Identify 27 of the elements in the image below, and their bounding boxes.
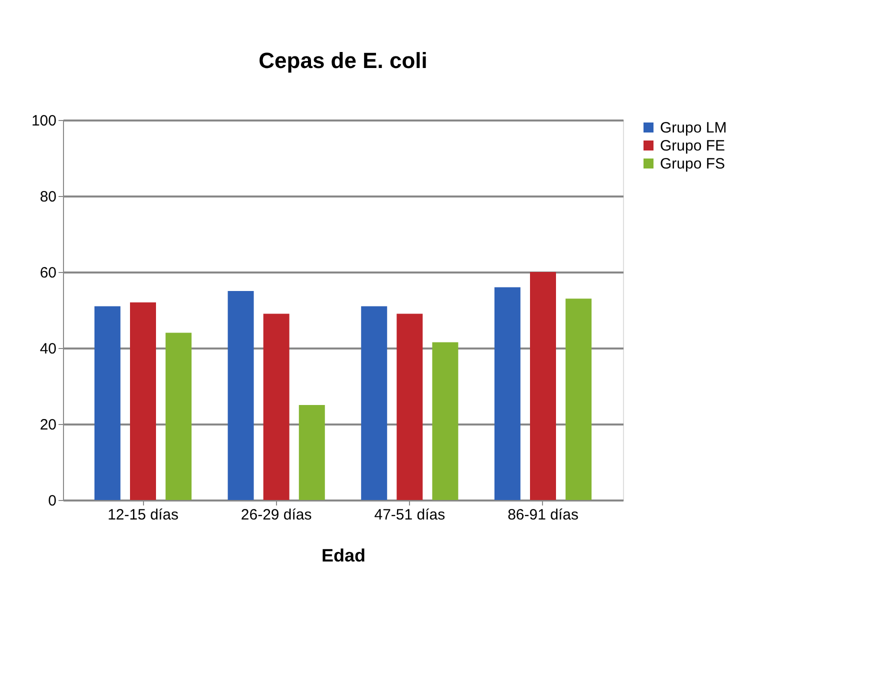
chart-title: Cepas de E. coli xyxy=(258,48,428,73)
bar xyxy=(94,306,120,500)
x-tick-label: 12-15 días xyxy=(108,506,178,524)
y-tick-label: 40 xyxy=(40,340,56,358)
x-tick-label: 86-91 días xyxy=(508,506,578,524)
bar xyxy=(361,306,388,500)
bar xyxy=(494,287,520,500)
bar xyxy=(432,342,458,500)
y-tick-label: 60 xyxy=(40,264,56,282)
legend-label: Grupo FE xyxy=(660,138,726,154)
y-tick-label: 80 xyxy=(40,188,56,206)
bar xyxy=(566,298,592,500)
bar xyxy=(530,272,556,500)
bar xyxy=(298,405,325,500)
legend-label: Grupo LM xyxy=(660,120,727,136)
bar xyxy=(263,314,290,500)
y-tick-label: 100 xyxy=(31,112,56,130)
x-tick-label: 26-29 días xyxy=(240,506,312,524)
y-tick-label: 0 xyxy=(48,492,56,510)
y-tick-label: 20 xyxy=(40,416,56,434)
bar xyxy=(396,314,423,500)
bar xyxy=(166,332,192,500)
legend-label: Grupo FS xyxy=(660,156,726,172)
bar xyxy=(228,291,254,500)
bar xyxy=(130,302,156,500)
x-axis-title: Edad xyxy=(321,546,366,566)
x-tick-label: 47-51 días xyxy=(374,506,446,524)
